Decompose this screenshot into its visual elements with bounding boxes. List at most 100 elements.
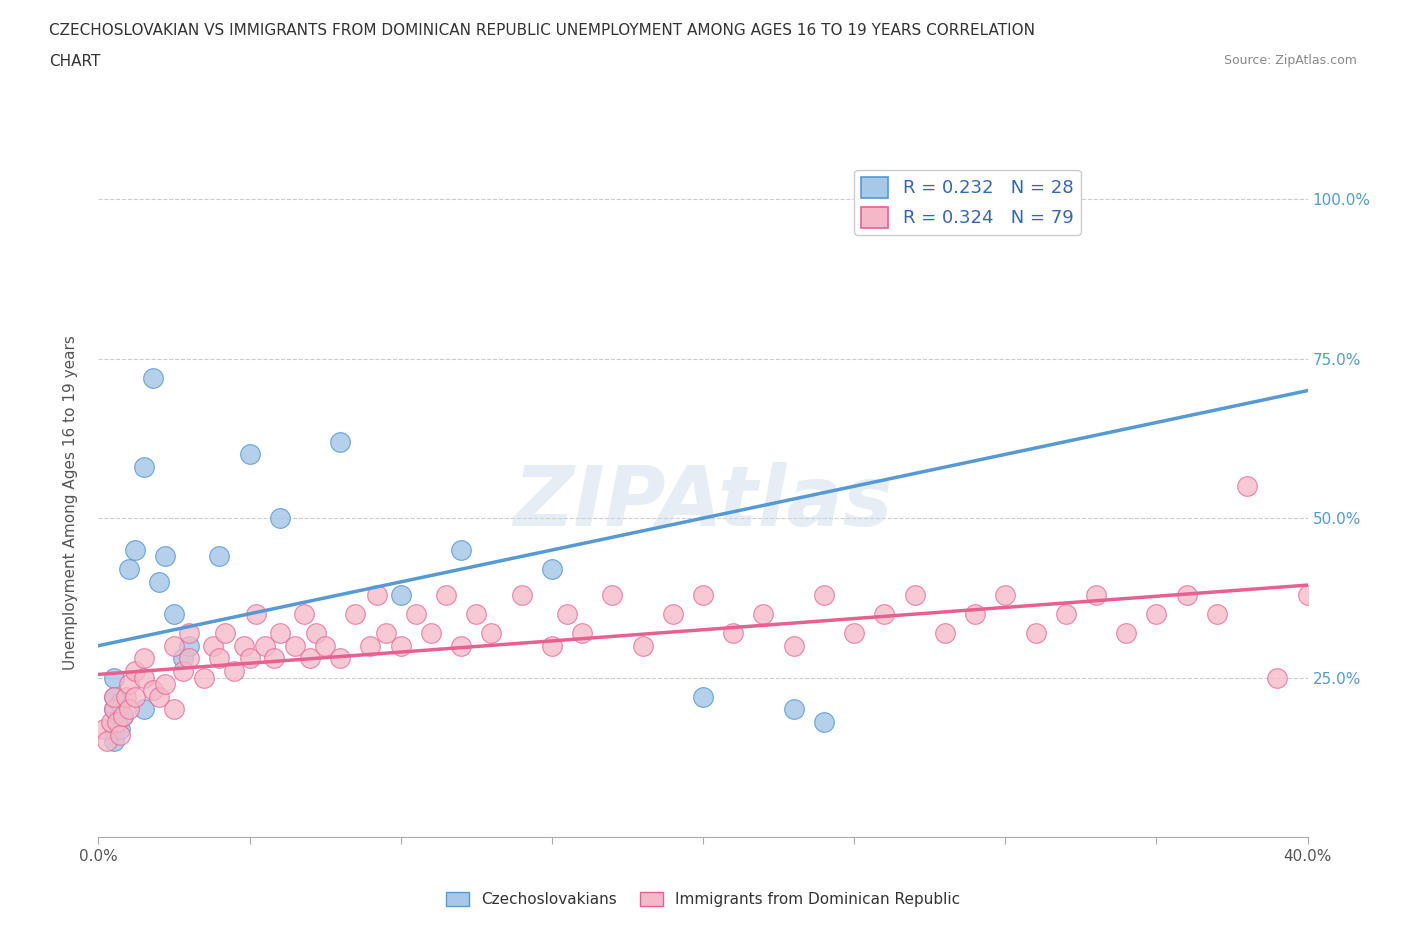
Point — [153, 676, 176, 691]
Point — [1296, 587, 1319, 602]
Point — [329, 434, 352, 449]
Point — [100, 715, 122, 730]
Point — [172, 651, 194, 666]
Point — [366, 587, 388, 602]
Point — [1236, 479, 1258, 494]
Point — [118, 702, 141, 717]
Point — [114, 689, 136, 704]
Point — [108, 696, 131, 711]
Point — [692, 587, 714, 602]
Point — [1175, 587, 1198, 602]
Point — [132, 671, 155, 685]
Point — [132, 459, 155, 474]
Point — [153, 549, 176, 564]
Y-axis label: Unemployment Among Ages 16 to 19 years: Unemployment Among Ages 16 to 19 years — [63, 335, 77, 670]
Point — [723, 626, 745, 641]
Point — [111, 709, 134, 724]
Point — [132, 651, 155, 666]
Point — [132, 702, 155, 717]
Legend: R = 0.232   N = 28, R = 0.324   N = 79: R = 0.232 N = 28, R = 0.324 N = 79 — [855, 170, 1081, 235]
Point — [752, 606, 775, 621]
Point — [783, 702, 806, 717]
Point — [103, 702, 125, 717]
Point — [118, 562, 141, 577]
Point — [389, 587, 412, 602]
Point — [510, 587, 533, 602]
Point — [344, 606, 367, 621]
Point — [299, 651, 322, 666]
Point — [163, 702, 186, 717]
Point — [103, 671, 125, 685]
Point — [103, 702, 125, 717]
Point — [420, 626, 443, 641]
Point — [172, 664, 194, 679]
Point — [1267, 671, 1289, 685]
Point — [994, 587, 1017, 602]
Point — [783, 638, 806, 653]
Point — [873, 606, 896, 621]
Point — [374, 626, 396, 641]
Point — [1054, 606, 1077, 621]
Point — [844, 626, 866, 641]
Point — [96, 734, 118, 749]
Point — [555, 606, 578, 621]
Point — [103, 734, 125, 749]
Point — [662, 606, 685, 621]
Point — [631, 638, 654, 653]
Point — [360, 638, 382, 653]
Point — [179, 626, 201, 641]
Point — [208, 651, 231, 666]
Point — [239, 651, 262, 666]
Point — [571, 626, 593, 641]
Point — [1085, 587, 1108, 602]
Point — [118, 676, 141, 691]
Point — [124, 664, 146, 679]
Point — [108, 727, 131, 742]
Point — [163, 638, 186, 653]
Point — [208, 549, 231, 564]
Text: CZECHOSLOVAKIAN VS IMMIGRANTS FROM DOMINICAN REPUBLIC UNEMPLOYMENT AMONG AGES 16: CZECHOSLOVAKIAN VS IMMIGRANTS FROM DOMIN… — [49, 23, 1035, 38]
Point — [253, 638, 276, 653]
Point — [193, 671, 215, 685]
Point — [813, 715, 835, 730]
Text: CHART: CHART — [49, 54, 101, 69]
Point — [148, 689, 170, 704]
Point — [179, 651, 201, 666]
Point — [239, 447, 262, 462]
Point — [692, 689, 714, 704]
Point — [450, 542, 472, 557]
Point — [1144, 606, 1167, 621]
Point — [329, 651, 352, 666]
Point — [142, 683, 165, 698]
Point — [224, 664, 246, 679]
Point — [465, 606, 488, 621]
Point — [93, 721, 115, 736]
Legend: Czechoslovakians, Immigrants from Dominican Republic: Czechoslovakians, Immigrants from Domini… — [440, 885, 966, 913]
Point — [450, 638, 472, 653]
Point — [813, 587, 835, 602]
Point — [105, 715, 128, 730]
Point — [163, 606, 186, 621]
Point — [1206, 606, 1229, 621]
Point — [263, 651, 285, 666]
Point — [245, 606, 267, 621]
Point — [111, 709, 134, 724]
Point — [103, 689, 125, 704]
Point — [305, 626, 328, 641]
Point — [602, 587, 624, 602]
Point — [434, 587, 457, 602]
Point — [142, 370, 165, 385]
Point — [1024, 626, 1046, 641]
Point — [103, 721, 125, 736]
Point — [108, 721, 131, 736]
Point — [148, 575, 170, 590]
Point — [540, 638, 562, 653]
Point — [314, 638, 336, 653]
Point — [934, 626, 956, 641]
Point — [179, 638, 201, 653]
Point — [904, 587, 927, 602]
Point — [389, 638, 412, 653]
Point — [292, 606, 315, 621]
Point — [124, 542, 146, 557]
Point — [269, 626, 291, 641]
